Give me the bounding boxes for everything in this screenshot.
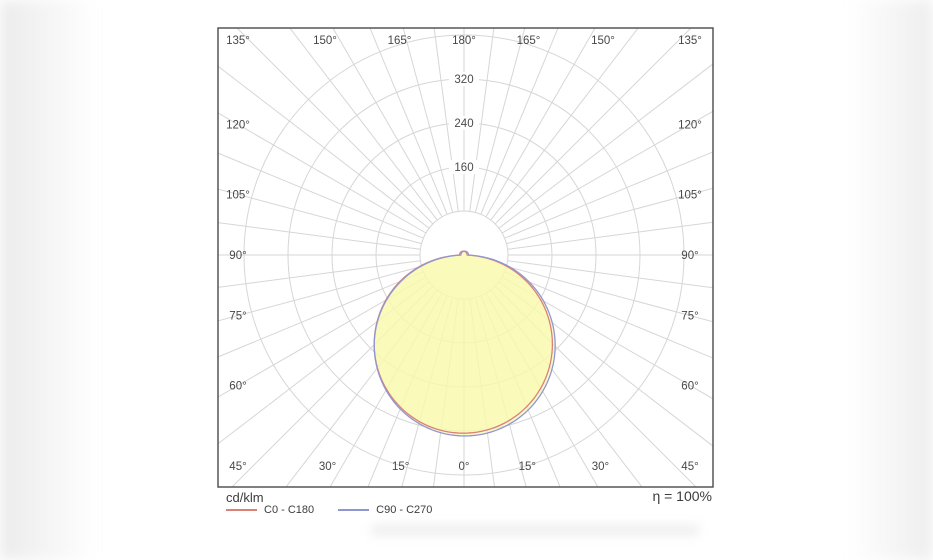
grid-spoke xyxy=(369,28,448,215)
grid-spoke xyxy=(474,28,526,213)
grid-spoke xyxy=(289,28,438,221)
grid-spoke xyxy=(504,151,713,239)
curve-legend: C0 - C180 C90 - C270 xyxy=(226,504,432,516)
grid-spoke xyxy=(218,260,421,288)
grid-spoke xyxy=(218,112,427,234)
grid-spoke xyxy=(469,28,495,212)
ring-label: 240 xyxy=(454,118,473,130)
angle-label-105-left: 105° xyxy=(226,189,250,201)
grid-spoke xyxy=(332,28,443,218)
grid-spoke xyxy=(218,265,422,322)
intensity-curves xyxy=(373,250,556,437)
angle-label-90-right: 90° xyxy=(681,250,698,262)
ring-label: 320 xyxy=(454,74,473,86)
distribution-fill-1 xyxy=(374,251,556,436)
angle-label-180-right: 180° xyxy=(452,35,476,47)
legend-label-0: C0 - C180 xyxy=(264,504,315,516)
angle-label-135-right: 135° xyxy=(678,35,702,47)
angle-label-0-right: 0° xyxy=(459,461,470,473)
grid-spoke xyxy=(433,28,459,212)
grid-spoke xyxy=(494,28,692,225)
grid-spoke xyxy=(504,271,713,359)
legend-item-0: C0 - C180 xyxy=(226,504,314,516)
grid-spoke xyxy=(507,221,713,250)
ring-label-chip xyxy=(449,72,479,86)
legend-swatch-0 xyxy=(226,509,257,511)
ring-label-chip xyxy=(449,160,479,174)
angle-label-15-left: 15° xyxy=(392,461,409,473)
ring-label: 160 xyxy=(454,162,473,174)
grid-spoke xyxy=(480,28,559,215)
angle-label-30-left: 30° xyxy=(319,461,336,473)
grid-spoke xyxy=(236,28,434,225)
angle-label-75-right: 75° xyxy=(681,311,698,323)
grid-spoke xyxy=(494,285,697,487)
angle-label-45-right: 45° xyxy=(681,461,698,473)
grid-spoke xyxy=(506,265,713,323)
grid-spoke xyxy=(506,187,713,245)
legend-label-1: C90 - C270 xyxy=(376,504,433,516)
grid-spoke xyxy=(498,63,713,229)
plot-border xyxy=(217,27,714,488)
angle-label-120-right: 120° xyxy=(678,120,702,132)
grid-spoke xyxy=(218,65,430,229)
angle-label-60-left: 60° xyxy=(229,381,246,393)
angle-label-150-right: 150° xyxy=(591,35,615,47)
grid-spoke xyxy=(218,281,430,445)
legend-swatch-1 xyxy=(338,509,370,511)
ring-label-chip xyxy=(449,116,479,130)
curve-C0-C180 xyxy=(373,250,554,434)
grid-spoke xyxy=(507,260,713,289)
grid-spoke xyxy=(218,188,422,245)
grid-spoke xyxy=(501,110,713,234)
angle-label-165-right: 165° xyxy=(517,35,541,47)
angle-label-135-left: 135° xyxy=(226,35,250,47)
angle-label-120-left: 120° xyxy=(226,120,250,132)
grid-spoke xyxy=(218,222,421,250)
angle-label-105-right: 105° xyxy=(678,189,702,201)
grid-spoke xyxy=(498,281,713,447)
ring-labels: 160 240 320 xyxy=(449,72,479,174)
grid-spoke xyxy=(231,285,434,487)
grid-spoke xyxy=(218,271,424,358)
angle-label-150-left: 150° xyxy=(313,35,337,47)
grid-spoke xyxy=(490,28,639,221)
angle-label-15-right: 15° xyxy=(519,461,536,473)
angle-label-165-left: 165° xyxy=(388,35,412,47)
legend-item-1: C90 - C270 xyxy=(338,504,432,516)
angle-label-75-left: 75° xyxy=(229,311,246,323)
grid-spoke xyxy=(485,28,596,218)
efficiency-label: η = 100% xyxy=(652,488,712,504)
curve-C90-C270 xyxy=(373,250,556,437)
grid-spoke xyxy=(501,276,713,400)
angle-label-60-right: 60° xyxy=(681,381,698,393)
units-label: cd/klm xyxy=(226,490,264,505)
grid-spoke xyxy=(218,276,427,398)
angle-labels: 0° 15° 15° 30° 30° 45° 45° 60° 60° 75° 75° 90° 90° 10… xyxy=(226,35,702,473)
angle-label-90-left: 90° xyxy=(229,250,246,262)
grid-spoke xyxy=(218,152,424,239)
angle-label-45-left: 45° xyxy=(229,461,246,473)
angle-label-30-right: 30° xyxy=(592,461,609,473)
grid-spoke xyxy=(402,28,454,213)
